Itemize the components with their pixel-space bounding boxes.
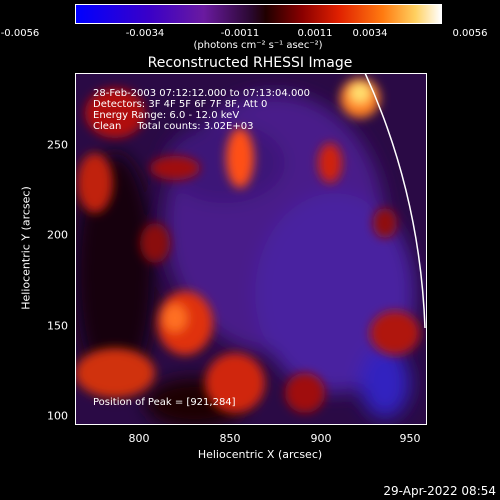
x-axis-label: Heliocentric X (arcsec) bbox=[197, 448, 323, 461]
colorbar-units: (photons cm⁻² s⁻¹ asec⁻²) bbox=[193, 40, 323, 51]
colorbar-tick: 0.0011 bbox=[297, 28, 333, 39]
x-tick: 800 bbox=[128, 432, 150, 445]
colorbar-tick: 0.0034 bbox=[352, 28, 388, 39]
rhessi-image bbox=[75, 73, 427, 425]
y-axis-label: Heliocentric Y (arcsec) bbox=[19, 186, 33, 310]
time-range: 28-Feb-2003 07:12:12.000 to 07:13:04.000 bbox=[93, 88, 311, 99]
footer-date: 29-Apr-2022 08:54 bbox=[383, 484, 496, 498]
colorbar-tick: -0.0011 bbox=[220, 28, 260, 39]
y-tick: 200 bbox=[47, 228, 68, 242]
colorbar-tick: -0.0034 bbox=[125, 28, 165, 39]
colorbar-tick: -0.0056 bbox=[0, 28, 40, 39]
x-tick: 900 bbox=[310, 432, 332, 445]
colorbar bbox=[75, 4, 442, 24]
x-tick: 950 bbox=[399, 432, 421, 445]
y-tick: 150 bbox=[47, 319, 68, 333]
image-title: Reconstructed RHESSI Image bbox=[147, 55, 353, 71]
y-tick: 100 bbox=[47, 409, 68, 423]
detectors: Detectors: 3F 4F 5F 6F 7F 8F, Att 0 bbox=[93, 99, 268, 110]
y-tick: 250 bbox=[47, 138, 68, 152]
x-tick: 850 bbox=[219, 432, 241, 445]
clean-counts: Clean Total counts: 3.02E+03 bbox=[93, 121, 254, 132]
energy-range: Energy Range: 6.0 - 12.0 keV bbox=[93, 110, 240, 121]
plot-frame bbox=[75, 73, 427, 425]
peak-position: Position of Peak = [921,284] bbox=[93, 397, 236, 408]
colorbar-tick: 0.0056 bbox=[452, 28, 488, 39]
